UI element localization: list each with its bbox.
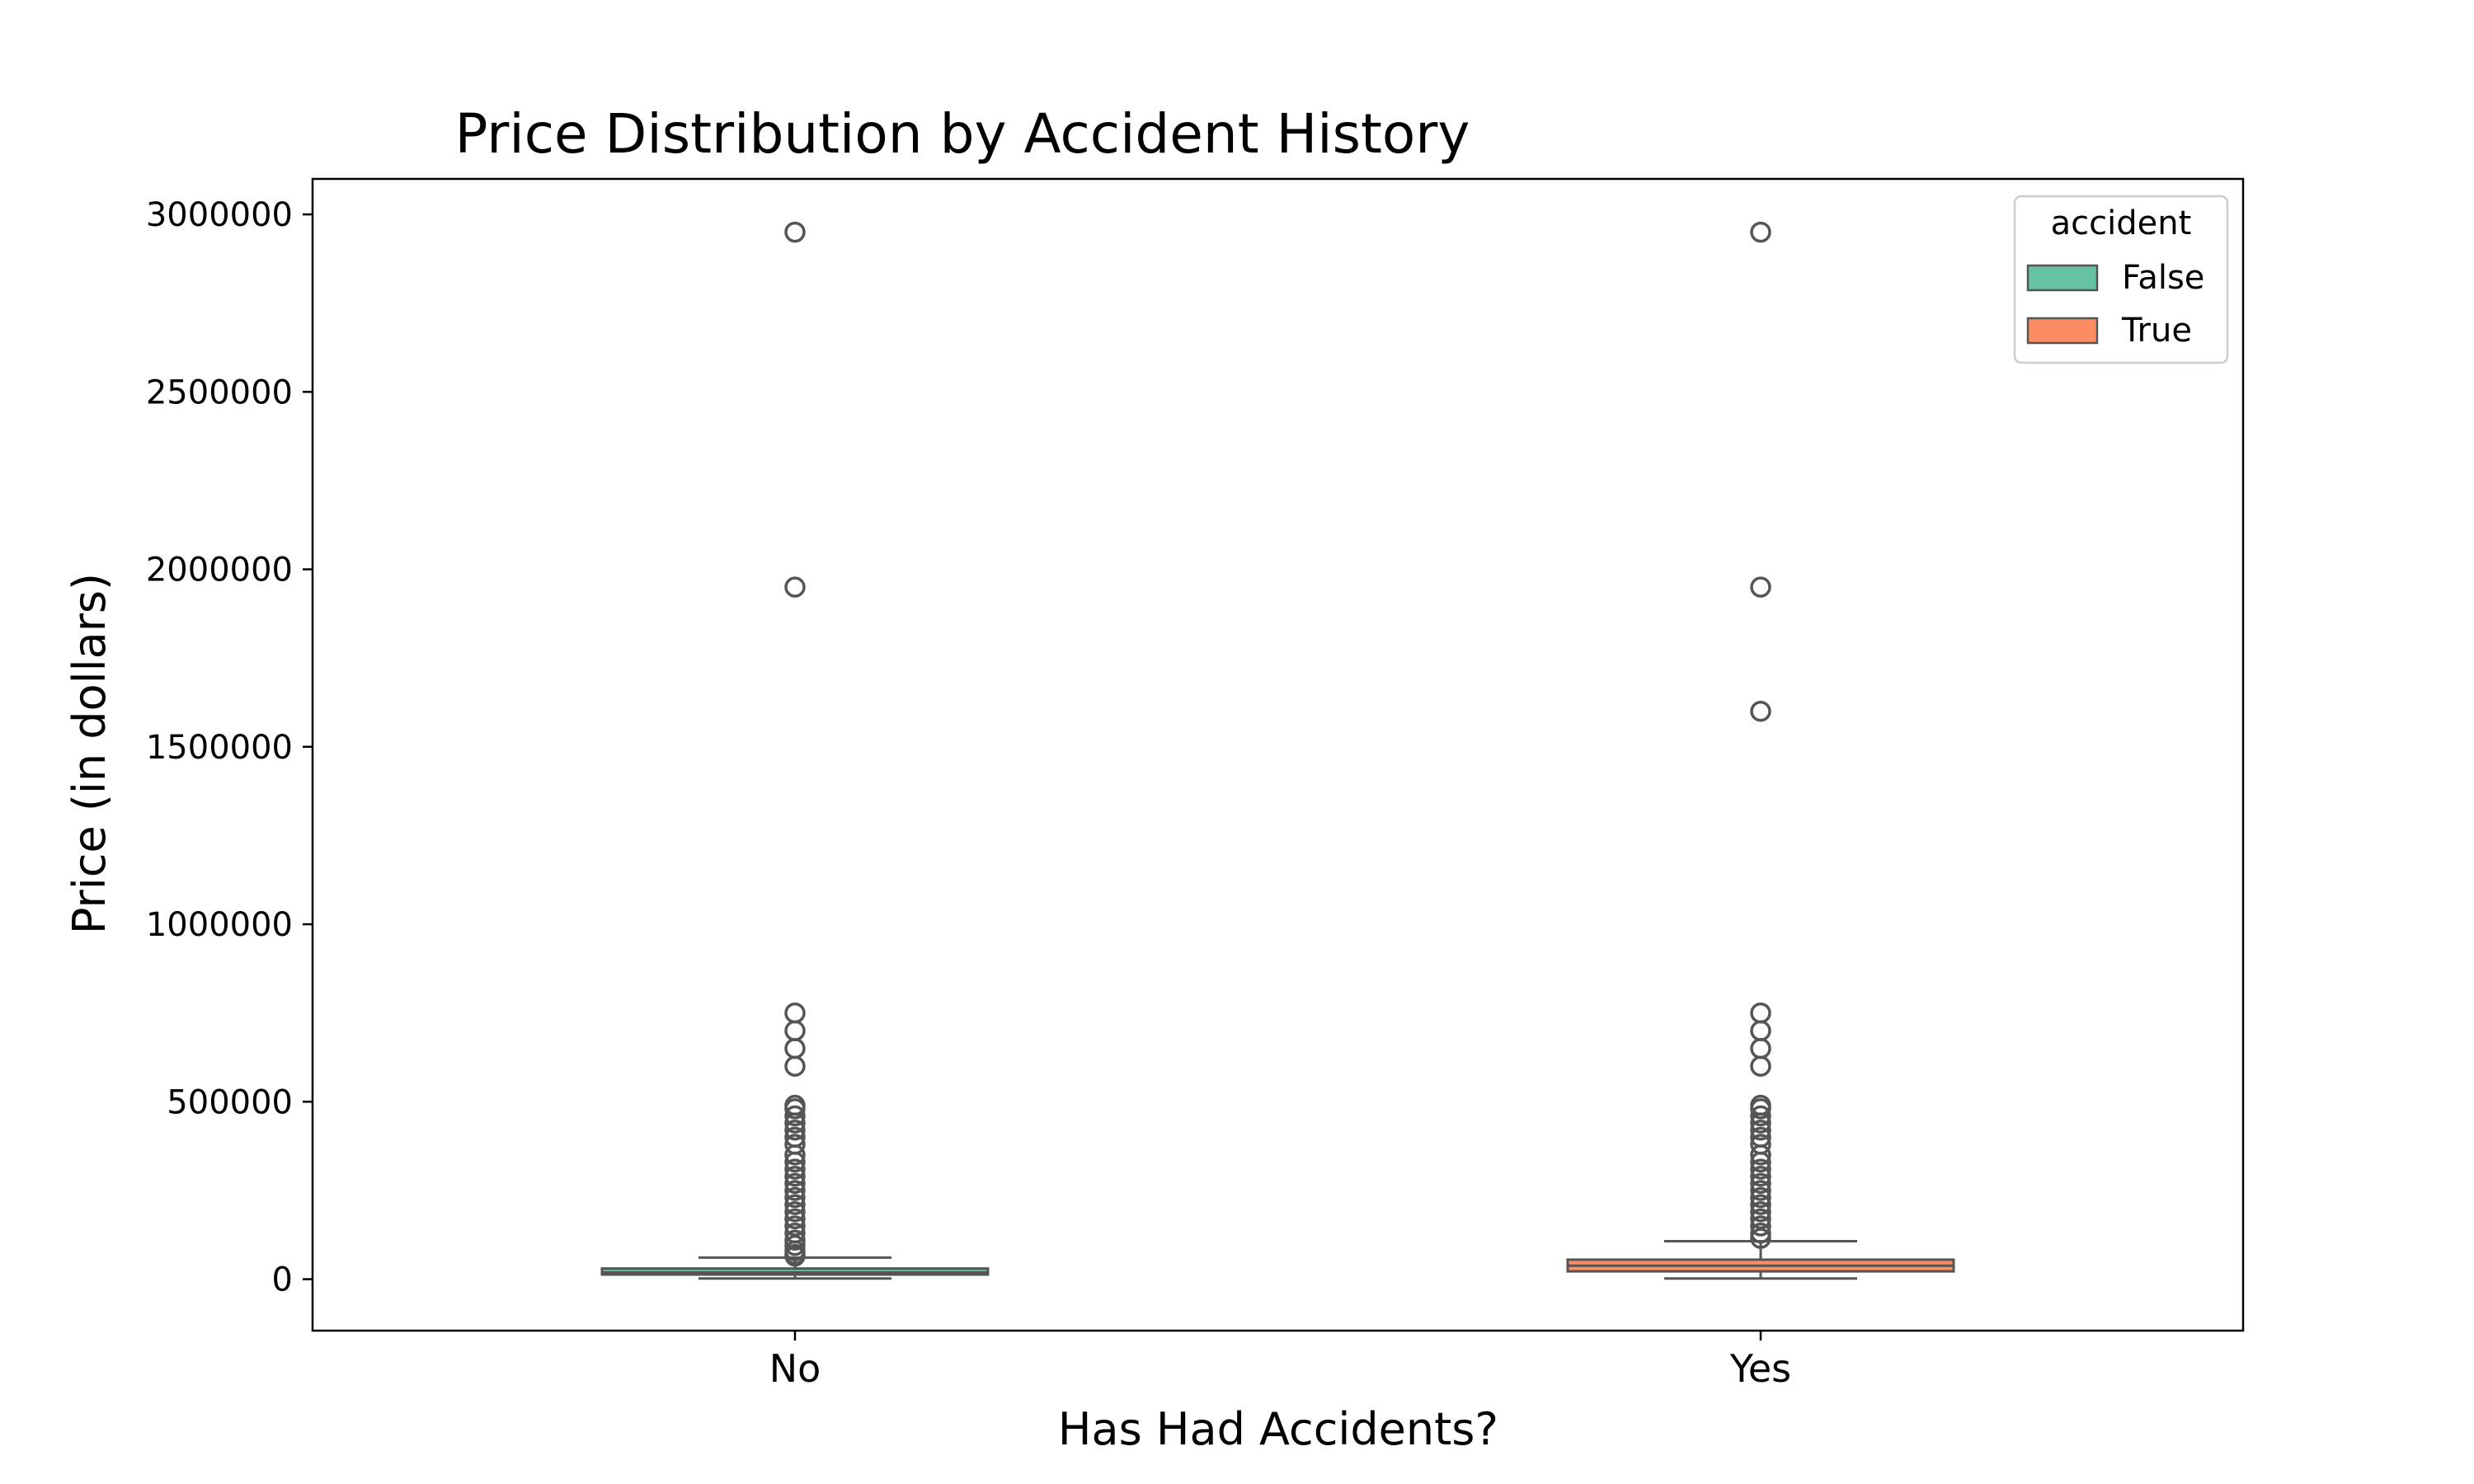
outlier-point: [1750, 1098, 1771, 1120]
legend-label-true: True: [2121, 312, 2192, 350]
y-tick-label: 500000: [167, 1083, 293, 1121]
box-group-true: [1566, 221, 1955, 1280]
y-tick-label: 2500000: [146, 373, 293, 411]
outlier-point: [784, 1158, 806, 1180]
outlier-point: [1750, 1105, 1771, 1127]
outlier-point: [784, 1144, 806, 1166]
outlier-point: [784, 1201, 806, 1223]
legend-swatch-false: [2026, 264, 2099, 292]
outlier-point: [1750, 1228, 1771, 1249]
x-axis: No Yes: [769, 1331, 1791, 1391]
outlier-point: [784, 1105, 806, 1127]
outlier-point: [1750, 1055, 1771, 1078]
legend-title: accident: [2051, 204, 2192, 242]
outlier-point: [784, 576, 806, 598]
outlier-point: [1750, 1180, 1771, 1201]
outlier-point: [1750, 1186, 1771, 1209]
legend-swatch-true: [2026, 317, 2099, 345]
outlier-point: [1750, 1172, 1771, 1195]
outlier-point: [1750, 1201, 1771, 1223]
outlier-point: [784, 1194, 806, 1215]
outlier-point: [1750, 1215, 1771, 1237]
outlier-point: [784, 1151, 806, 1173]
outlier-point: [784, 1229, 806, 1251]
y-tick-label: 2000000: [146, 552, 293, 589]
chart-title: Price Distribution by Accident History: [455, 102, 1470, 166]
y-tick-label: 1000000: [146, 906, 293, 944]
box-group-false: [600, 221, 990, 1280]
x-axis-label: Has Had Accidents?: [1058, 1403, 1498, 1455]
outlier-point: [784, 1120, 806, 1141]
outlier-point: [784, 1234, 806, 1256]
axes-frame: [311, 177, 2245, 1332]
legend: accident False True: [2013, 195, 2229, 364]
outlier-point: [1750, 1165, 1771, 1187]
y-tick-label: 3000000: [146, 196, 293, 234]
y-axis-label: Price (in dollars): [63, 573, 115, 934]
outlier-point: [1750, 221, 1771, 243]
outlier-point: [784, 1208, 806, 1230]
y-axis: 0 500000 1000000 1500000 2000000 2500000 30000…: [146, 196, 313, 1299]
outlier-point: [784, 221, 806, 243]
plot-area: [311, 177, 2245, 1332]
outlier-point: [784, 1055, 806, 1078]
outlier-point: [784, 1172, 806, 1195]
outlier-point: [1750, 1158, 1771, 1180]
outlier-point: [784, 1165, 806, 1187]
x-tick-label: Yes: [1729, 1346, 1791, 1391]
outlier-point: [1750, 1120, 1771, 1141]
legend-label-false: False: [2122, 259, 2204, 297]
outlier-point: [784, 1186, 806, 1209]
outlier-point: [1750, 1112, 1771, 1134]
outlier-point: [1750, 701, 1771, 722]
outlier-point: [1750, 576, 1771, 598]
outlier-point: [784, 1112, 806, 1134]
outlier-point: [784, 1180, 806, 1201]
outlier-point: [1750, 1144, 1771, 1166]
outlier-point: [1750, 1194, 1771, 1215]
outlier-point: [1750, 1151, 1771, 1173]
outlier-point: [784, 1098, 806, 1120]
outlier-point: [784, 1245, 806, 1267]
y-tick-label: 1500000: [146, 729, 293, 767]
outlier-point: [1750, 1222, 1771, 1244]
y-tick-label: 0: [272, 1261, 293, 1299]
x-tick-label: No: [769, 1346, 821, 1391]
